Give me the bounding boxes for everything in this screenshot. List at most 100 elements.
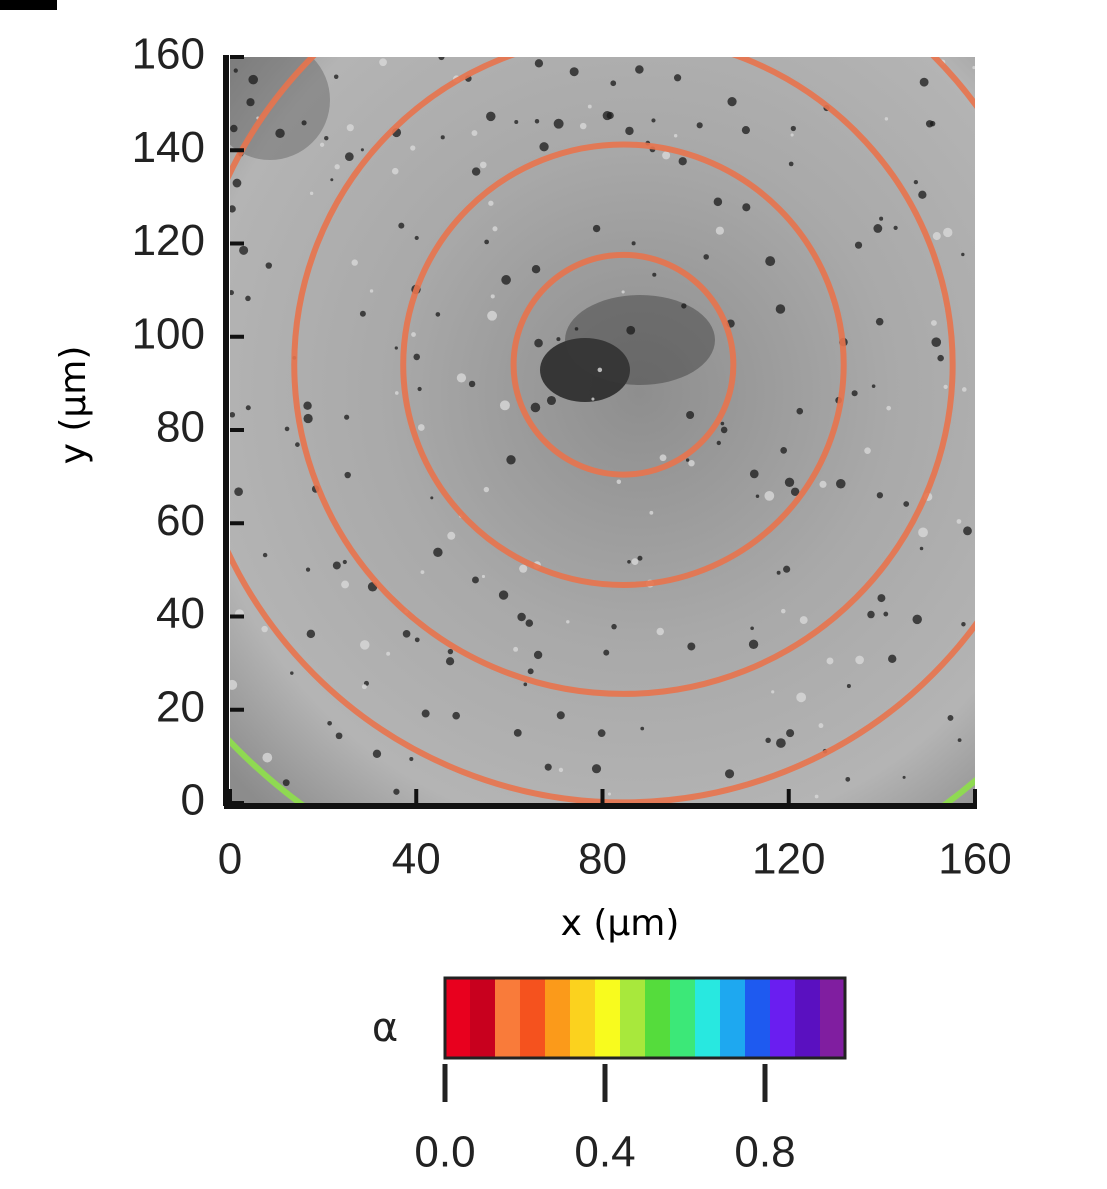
speck [398,222,405,229]
speck [888,654,897,664]
speck [819,480,827,488]
speck [445,657,455,666]
speck [262,552,268,558]
speck [534,59,544,68]
speck [597,367,603,373]
speck [688,459,695,467]
speck [750,626,754,631]
x-tick-label: 40 [392,835,441,884]
speck [301,120,307,126]
speck [553,118,564,129]
speck [433,547,443,558]
speck [546,395,556,406]
speck [786,729,795,738]
speck [755,494,760,499]
dark-region [540,338,630,402]
dark-region [565,295,715,385]
speck [481,574,486,579]
speck [826,657,834,665]
speck [517,612,526,622]
y-tick-label: 40 [156,589,205,638]
colorbar-label: α [372,1005,398,1051]
speck [468,380,476,388]
speck [569,67,579,77]
speck [626,325,636,335]
speck [742,203,751,212]
speck [420,570,425,575]
speck [836,478,846,489]
speck [875,317,884,326]
x-tick-label: 120 [752,835,825,884]
image-background [230,57,975,803]
speck [903,501,910,507]
speck [893,225,898,230]
y-tick-label: 0 [181,776,205,825]
speck [414,637,420,643]
speck [943,384,948,390]
speck [961,252,965,257]
speck [864,447,871,454]
speck [913,179,919,185]
y-tick-label: 120 [132,216,205,265]
speck [327,720,332,726]
speck [932,232,941,241]
speck [687,642,696,651]
speck [673,74,682,82]
speck [230,289,234,296]
speck [290,671,294,675]
speck [651,118,656,123]
speck [245,405,251,411]
speck [265,262,272,269]
speck [696,122,703,129]
speck [295,442,300,447]
speck [306,629,316,639]
speck [879,216,884,221]
speck [239,245,249,255]
speck [720,421,725,426]
speck [514,119,519,124]
speck [359,310,366,317]
speck [484,239,489,245]
speck [394,391,399,395]
speck [918,190,927,199]
speck [956,519,962,524]
speck [452,711,461,720]
speck [961,387,967,392]
speck [346,124,354,132]
speck [877,594,886,603]
speck [566,620,570,624]
speck [506,455,516,465]
speck [776,738,786,748]
speck [662,151,671,160]
speck [947,714,954,721]
contours [230,57,975,803]
speck [637,555,643,561]
speck [330,178,334,182]
speck [361,684,367,690]
speck [360,640,370,650]
specks [230,57,975,799]
speck [640,726,645,731]
speck [230,679,238,690]
speck [790,487,800,496]
speck [814,794,819,799]
speck [379,58,387,67]
speck [937,354,944,362]
microscopy-image [230,57,975,803]
speck [771,690,775,694]
speck [556,337,561,342]
speck [724,769,735,779]
speck [471,167,481,176]
speck [673,134,678,138]
speck [686,410,695,420]
speck [873,224,883,233]
speck [409,757,414,762]
y-tick-label: 100 [132,309,205,358]
speck [275,128,285,139]
x-tick-label: 80 [578,835,627,884]
speck [456,373,467,383]
colorbar-segment [445,978,471,1058]
speck [233,68,238,73]
colorbar-segment [795,978,821,1058]
